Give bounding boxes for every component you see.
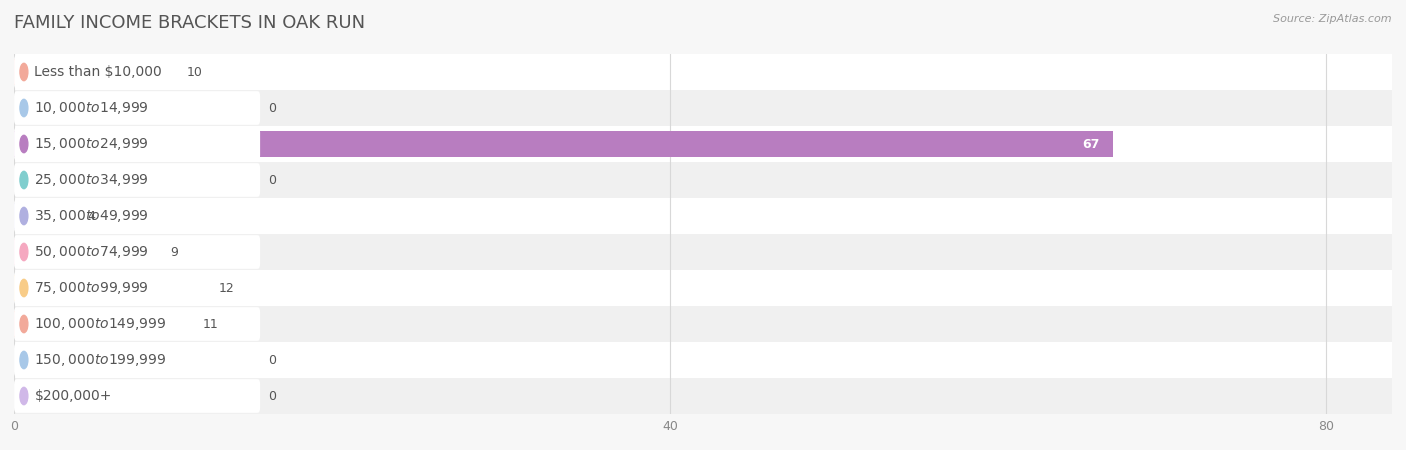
- Text: 12: 12: [219, 282, 235, 294]
- Bar: [14, 378, 1392, 414]
- FancyBboxPatch shape: [14, 235, 260, 269]
- Bar: [14, 198, 1392, 234]
- Text: 0: 0: [269, 390, 277, 402]
- Circle shape: [20, 243, 28, 261]
- FancyBboxPatch shape: [14, 271, 260, 305]
- Text: $25,000 to $34,999: $25,000 to $34,999: [34, 172, 149, 188]
- FancyBboxPatch shape: [14, 55, 260, 89]
- Bar: [14, 203, 80, 229]
- Text: 9: 9: [170, 246, 177, 258]
- Text: 4: 4: [87, 210, 96, 222]
- Text: $100,000 to $149,999: $100,000 to $149,999: [34, 316, 167, 332]
- Circle shape: [20, 279, 28, 297]
- FancyBboxPatch shape: [14, 307, 260, 341]
- Text: $35,000 to $49,999: $35,000 to $49,999: [34, 208, 149, 224]
- Bar: [14, 306, 1392, 342]
- FancyBboxPatch shape: [14, 379, 260, 413]
- FancyBboxPatch shape: [14, 163, 260, 197]
- Bar: [14, 126, 1392, 162]
- Bar: [14, 270, 1392, 306]
- Text: $10,000 to $14,999: $10,000 to $14,999: [34, 100, 149, 116]
- Bar: [14, 59, 179, 85]
- FancyBboxPatch shape: [14, 127, 260, 161]
- Circle shape: [20, 63, 28, 81]
- FancyBboxPatch shape: [14, 91, 260, 125]
- Text: 0: 0: [269, 174, 277, 186]
- Bar: [14, 311, 194, 337]
- Text: FAMILY INCOME BRACKETS IN OAK RUN: FAMILY INCOME BRACKETS IN OAK RUN: [14, 14, 366, 32]
- Circle shape: [20, 207, 28, 225]
- Circle shape: [20, 315, 28, 333]
- Circle shape: [20, 99, 28, 117]
- Text: 0: 0: [269, 102, 277, 114]
- Bar: [14, 162, 1392, 198]
- Text: $200,000+: $200,000+: [34, 389, 112, 403]
- Bar: [14, 131, 1114, 157]
- Circle shape: [20, 171, 28, 189]
- Circle shape: [20, 135, 28, 153]
- Bar: [14, 275, 211, 301]
- Text: $15,000 to $24,999: $15,000 to $24,999: [34, 136, 149, 152]
- Circle shape: [20, 351, 28, 369]
- Text: Source: ZipAtlas.com: Source: ZipAtlas.com: [1274, 14, 1392, 23]
- Text: $75,000 to $99,999: $75,000 to $99,999: [34, 280, 149, 296]
- Bar: [14, 342, 1392, 378]
- Text: 67: 67: [1083, 138, 1099, 150]
- Text: $150,000 to $199,999: $150,000 to $199,999: [34, 352, 167, 368]
- Bar: [14, 90, 1392, 126]
- FancyBboxPatch shape: [14, 343, 260, 377]
- Text: Less than $10,000: Less than $10,000: [34, 65, 162, 79]
- Text: 10: 10: [186, 66, 202, 78]
- Text: 0: 0: [269, 354, 277, 366]
- Bar: [14, 54, 1392, 90]
- Bar: [14, 234, 1392, 270]
- Circle shape: [20, 387, 28, 405]
- Bar: [14, 239, 162, 265]
- Text: $50,000 to $74,999: $50,000 to $74,999: [34, 244, 149, 260]
- Text: 11: 11: [202, 318, 218, 330]
- FancyBboxPatch shape: [14, 199, 260, 233]
